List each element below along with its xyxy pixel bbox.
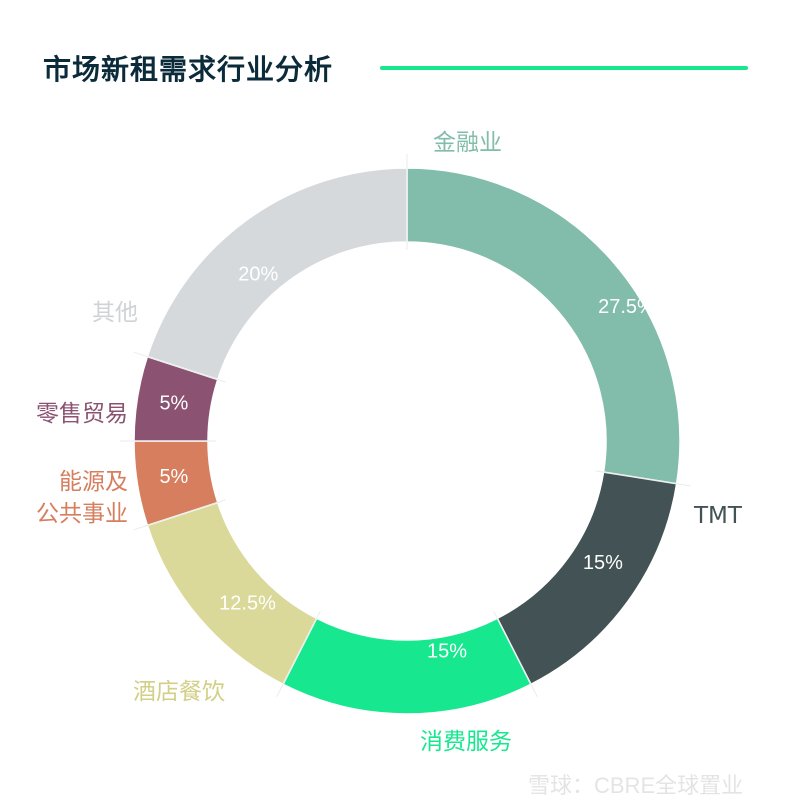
category-label-3: 酒店餐饮 bbox=[133, 679, 225, 705]
watermark: 雪球：CBRE全球置业 bbox=[528, 773, 744, 798]
title-rule bbox=[380, 66, 748, 70]
boundary-tick-1 bbox=[595, 470, 691, 487]
boundary-tick-2 bbox=[493, 610, 538, 697]
category-label-5: 零售贸易 bbox=[36, 401, 128, 427]
category-label-1: TMT bbox=[693, 503, 743, 529]
category-label-6: 其他 bbox=[92, 300, 138, 326]
slice-0 bbox=[406, 167, 681, 485]
slice-pct-label-3: 12.5% bbox=[219, 593, 276, 615]
slice-pct-label-6: 20% bbox=[238, 263, 278, 285]
slice-1 bbox=[496, 471, 678, 686]
category-label-4: 能源及公共事业 bbox=[36, 469, 128, 527]
category-label-2: 消费服务 bbox=[420, 729, 512, 755]
slice-2 bbox=[282, 617, 532, 715]
boundary-tick-6 bbox=[133, 351, 226, 383]
slice-pct-label-2: 15% bbox=[427, 640, 467, 662]
category-label-0: 金融业 bbox=[433, 130, 502, 156]
slice-pct-label-4: 5% bbox=[159, 466, 188, 488]
boundary-tick-3 bbox=[276, 610, 321, 697]
slice-pct-label-5: 5% bbox=[159, 392, 188, 414]
slice-pct-label-0: 27.5% bbox=[598, 296, 655, 318]
boundary-tick-4 bbox=[133, 499, 226, 531]
chart-title: 市场新租需求行业分析 bbox=[43, 53, 334, 86]
slice-pct-label-1: 15% bbox=[583, 552, 623, 574]
